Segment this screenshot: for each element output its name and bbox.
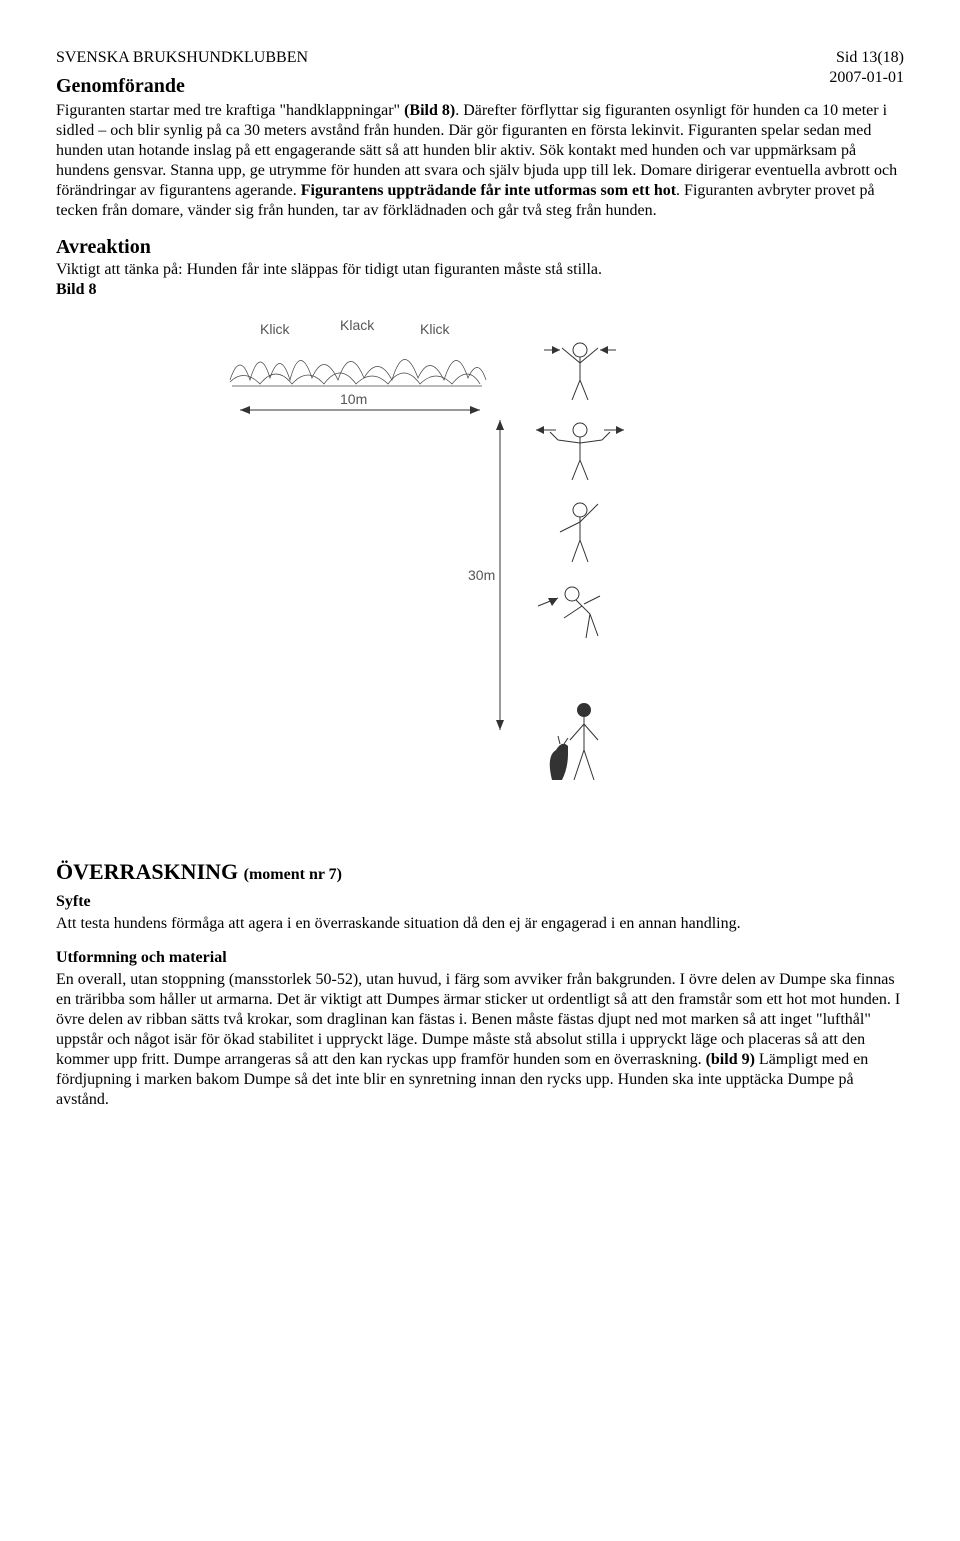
page-number: Sid 13(18) bbox=[829, 48, 904, 68]
overraskning-paren: (moment nr 7) bbox=[244, 866, 342, 883]
avreaktion-text: Viktigt att tänka på: Hunden får inte sl… bbox=[56, 261, 602, 278]
utformning-body: En overall, utan stoppning (mansstorlek … bbox=[56, 970, 904, 1110]
avreaktion-body: Viktigt att tänka på: Hunden får inte sl… bbox=[56, 260, 904, 300]
org-name: SVENSKA BRUKSHUNDKLUBBEN bbox=[56, 48, 308, 68]
bushes-icon: Klick Klack Klick bbox=[230, 317, 486, 386]
syfte-body: Att testa hundens förmåga att agera i en… bbox=[56, 914, 904, 934]
bild8-illustration: Klick Klack Klick 10m bbox=[220, 310, 740, 830]
genomforande-text-a: Figuranten startar med tre kraftiga "han… bbox=[56, 102, 404, 119]
label-30m: 30m bbox=[468, 567, 495, 583]
klack-label-2: Klack bbox=[340, 317, 375, 333]
section-overraskning-title: ÖVERRASKNING (moment nr 7) bbox=[56, 858, 904, 886]
bild8-ref: (Bild 8) bbox=[404, 102, 455, 119]
label-10m: 10m bbox=[340, 391, 367, 407]
hot-warning: Figurantens uppträdande får inte utforma… bbox=[301, 182, 676, 199]
distance-10m: 10m bbox=[240, 391, 480, 414]
bild9-ref: (bild 9) bbox=[706, 1051, 755, 1068]
genomforande-body: Figuranten startar med tre kraftiga "han… bbox=[56, 101, 904, 221]
page-header: SVENSKA BRUKSHUNDKLUBBEN Genomförande Si… bbox=[56, 48, 904, 99]
section-utformning-title: Utformning och material bbox=[56, 948, 904, 968]
section-genomforande-title: Genomförande bbox=[56, 74, 308, 99]
page-date: 2007-01-01 bbox=[829, 68, 904, 88]
section-syfte-title: Syfte bbox=[56, 892, 904, 912]
handler-and-dog bbox=[550, 703, 598, 780]
klack-label-1: Klick bbox=[260, 321, 291, 337]
figurant-poses bbox=[536, 343, 624, 638]
distance-30m: 30m bbox=[468, 420, 504, 730]
overraskning-main: ÖVERRASKNING bbox=[56, 859, 244, 884]
klack-label-3: Klick bbox=[420, 321, 451, 337]
bild8-label: Bild 8 bbox=[56, 281, 96, 298]
section-avreaktion-title: Avreaktion bbox=[56, 235, 904, 260]
